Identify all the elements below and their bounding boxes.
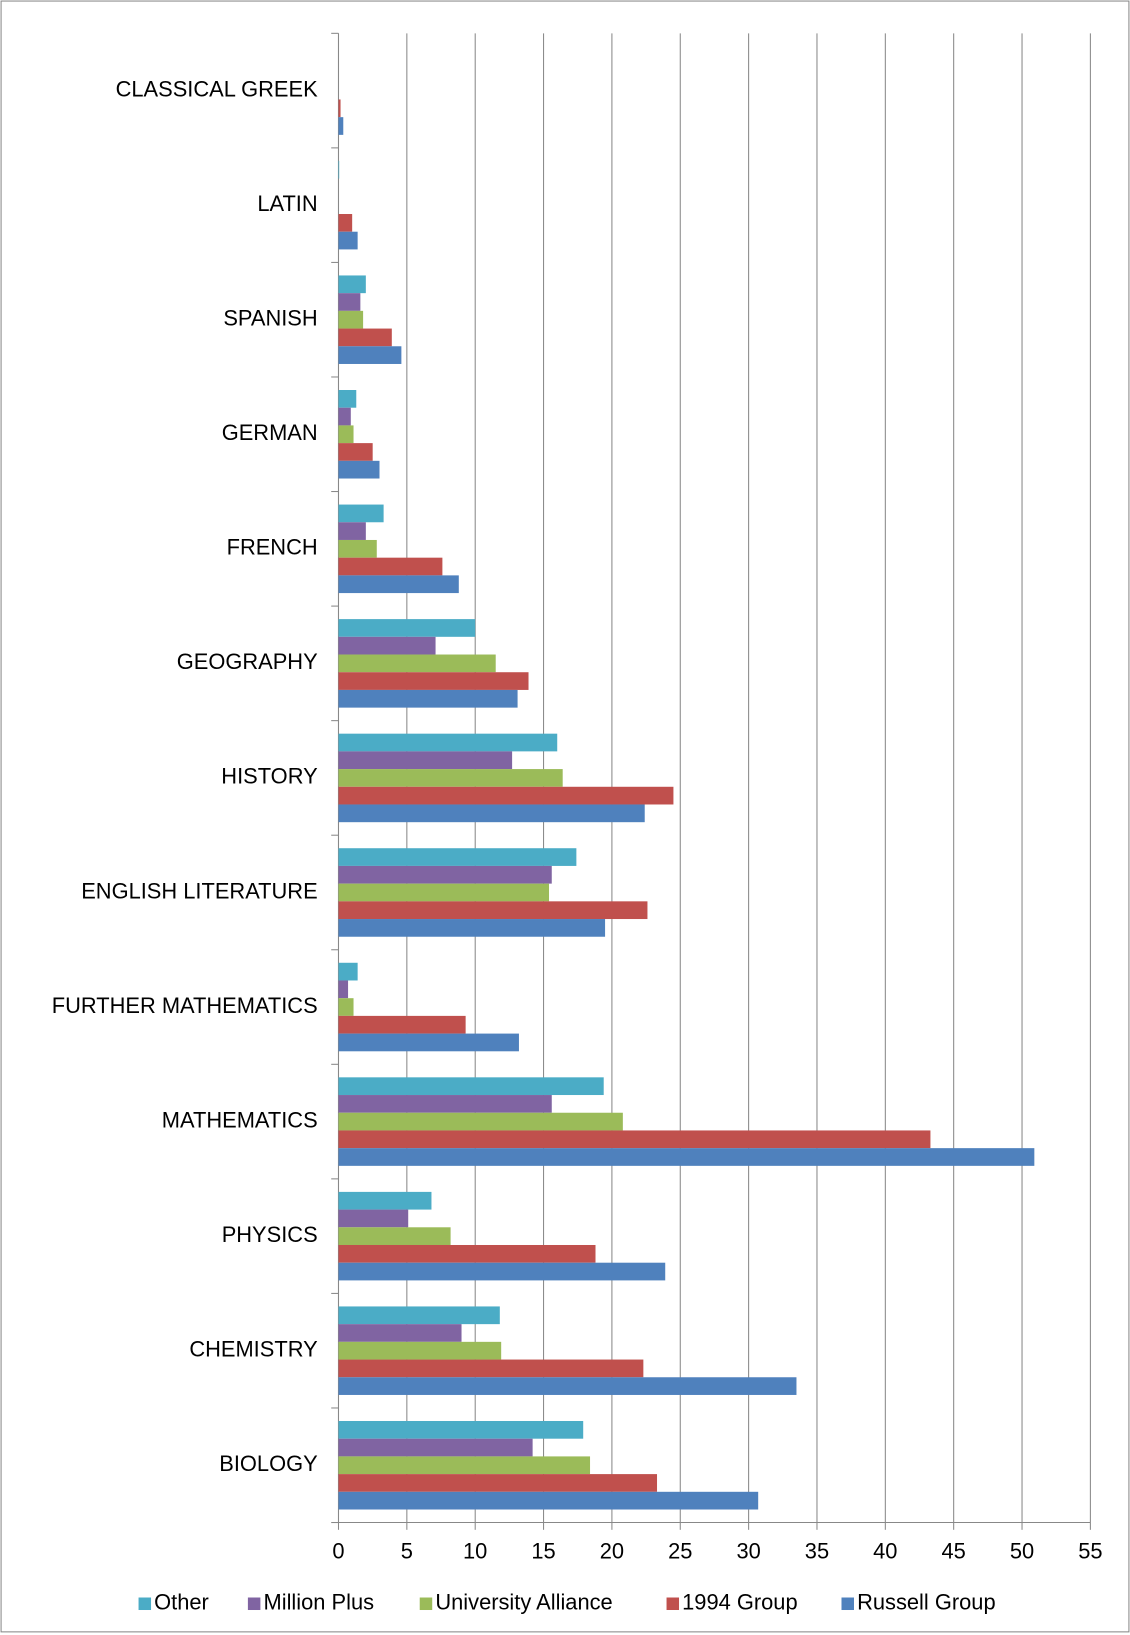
bar (338, 575, 459, 594)
x-tick-label: 40 (873, 1539, 897, 1564)
bar (338, 1438, 533, 1457)
x-tick-label: 30 (736, 1539, 760, 1564)
y-tick-label: FRENCH (227, 535, 318, 560)
x-tick-label: 0 (332, 1539, 344, 1564)
bar (338, 310, 364, 329)
x-tick-label: 55 (1078, 1539, 1102, 1564)
bar (338, 99, 341, 118)
bar (338, 1077, 604, 1096)
legend-label: Million Plus (264, 1590, 375, 1615)
bar (338, 117, 344, 135)
bar (338, 522, 366, 540)
bar (338, 636, 436, 655)
bar (338, 1341, 502, 1360)
bar (338, 1095, 552, 1113)
y-tick-label: SPANISH (223, 305, 317, 330)
legend-label: Russell Group (857, 1590, 996, 1615)
bar (338, 1377, 797, 1395)
y-tick-label: GEOGRAPHY (177, 649, 318, 674)
bar (338, 883, 550, 902)
bar (338, 751, 513, 770)
bar (338, 1244, 596, 1263)
bar (338, 786, 674, 805)
x-tick-label: 45 (942, 1539, 966, 1564)
legend-label: Other (154, 1590, 209, 1615)
bar (338, 328, 392, 347)
bar (338, 460, 380, 479)
bar (338, 1033, 519, 1052)
x-tick-label: 20 (600, 1539, 624, 1564)
bar (338, 1227, 451, 1245)
bar (338, 1015, 466, 1034)
bar (338, 672, 529, 690)
bar (338, 1148, 1035, 1166)
y-tick-label: FURTHER MATHEMATICS (52, 993, 318, 1018)
bar (338, 160, 340, 179)
y-tick-label: CHEMISTRY (189, 1336, 318, 1361)
bar (338, 1359, 644, 1378)
bar (338, 733, 558, 752)
bar (338, 619, 476, 637)
legend-swatch (138, 1597, 152, 1611)
x-tick-label: 25 (668, 1539, 692, 1564)
y-tick-label: MATHEMATICS (162, 1107, 318, 1132)
bar (338, 346, 402, 364)
x-tick-label: 5 (401, 1539, 413, 1564)
bar (338, 998, 354, 1016)
legend-label: 1994 Group (682, 1590, 797, 1615)
bar (338, 1262, 666, 1281)
y-tick-label: BIOLOGY (219, 1451, 318, 1476)
bar (338, 1324, 462, 1342)
bar (338, 293, 361, 311)
bar (338, 443, 373, 461)
bar (338, 425, 354, 444)
x-tick-label: 35 (805, 1539, 829, 1564)
bar (338, 848, 577, 866)
legend-label: University Alliance (435, 1590, 612, 1615)
y-tick-label: GERMAN (222, 420, 318, 445)
bar (338, 231, 358, 250)
x-tick-label: 10 (463, 1539, 487, 1564)
legend-swatch (841, 1597, 854, 1611)
y-tick-label: LATIN (257, 191, 317, 216)
bar (338, 689, 518, 708)
bar (338, 557, 443, 576)
bar (338, 1209, 409, 1228)
bar (338, 804, 645, 823)
bar (338, 769, 563, 787)
bar (338, 1306, 500, 1325)
bar (338, 1474, 658, 1492)
bar (338, 407, 351, 426)
bar (338, 214, 353, 232)
bar (338, 275, 366, 294)
bar (338, 919, 606, 937)
y-tick-label: PHYSICS (222, 1222, 318, 1247)
x-tick-label: 50 (1010, 1539, 1034, 1564)
bar (338, 1130, 931, 1149)
y-tick-label: HISTORY (221, 764, 318, 789)
bar (338, 980, 349, 999)
bar (338, 504, 384, 523)
legend-swatch (247, 1597, 261, 1611)
bar (338, 1420, 584, 1439)
legend-swatch (419, 1597, 433, 1611)
bar (338, 1112, 623, 1131)
bar (338, 962, 358, 981)
y-tick-label: CLASSICAL GREEK (116, 76, 318, 101)
bar (338, 390, 357, 408)
bar (338, 1456, 591, 1475)
legend-swatch (666, 1597, 680, 1611)
bar (338, 1491, 759, 1510)
bar (338, 539, 377, 558)
bar (338, 654, 496, 673)
bar (338, 901, 648, 920)
y-tick-label: ENGLISH LITERATURE (81, 878, 317, 903)
bar (338, 865, 552, 884)
bar (338, 1191, 432, 1210)
x-tick-label: 15 (531, 1539, 555, 1564)
